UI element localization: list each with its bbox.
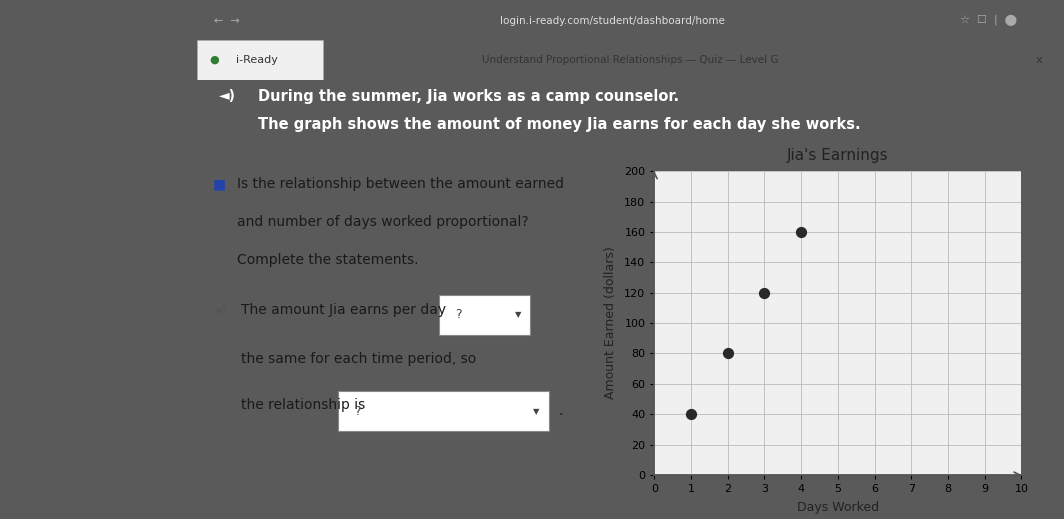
Text: ▼: ▼ [533,406,539,416]
Text: Complete the statements.: Complete the statements. [237,253,419,267]
X-axis label: Days Worked: Days Worked [797,501,879,514]
Text: ?: ? [455,308,462,321]
Text: ■: ■ [213,177,227,191]
Bar [197,40,322,80]
Text: Understand Proportional Relationships — Quiz — Level G: Understand Proportional Relationships — … [482,54,779,65]
Text: and number of days worked proportional?: and number of days worked proportional? [237,215,529,229]
Text: The graph shows the amount of money Jia earns for each day she works.: The graph shows the amount of money Jia … [257,117,860,132]
Text: ←  →: ← → [214,16,240,26]
Point [719,349,736,358]
Text: The amount Jia earns per day: The amount Jia earns per day [242,303,447,317]
Text: ?: ? [354,405,361,418]
Text: Is the relationship between the amount earned: Is the relationship between the amount e… [237,177,564,191]
Title: Jia's Earnings: Jia's Earnings [787,148,888,163]
Text: ◄): ◄) [213,304,228,317]
Text: login.i-ready.com/student/dashboard/home: login.i-ready.com/student/dashboard/home [500,16,726,26]
Bar [338,391,549,431]
Text: ▼: ▼ [515,310,521,320]
Point [683,410,700,418]
Text: ●: ● [210,54,219,65]
Text: ☆  ☐  |  ⬤: ☆ ☐ | ⬤ [960,15,1017,26]
Point [793,228,810,236]
Text: ◄): ◄) [218,89,235,103]
Text: .: . [559,404,563,418]
Text: x: x [1035,54,1043,65]
Point [755,289,772,297]
Text: the same for each time period, so: the same for each time period, so [242,352,477,366]
Text: During the summer, Jia works as a camp counselor.: During the summer, Jia works as a camp c… [257,89,679,103]
Text: i-Ready: i-Ready [236,54,278,65]
Text: the relationship is: the relationship is [242,398,366,412]
Y-axis label: Amount Earned (dollars): Amount Earned (dollars) [604,247,617,400]
Bar [439,295,530,335]
